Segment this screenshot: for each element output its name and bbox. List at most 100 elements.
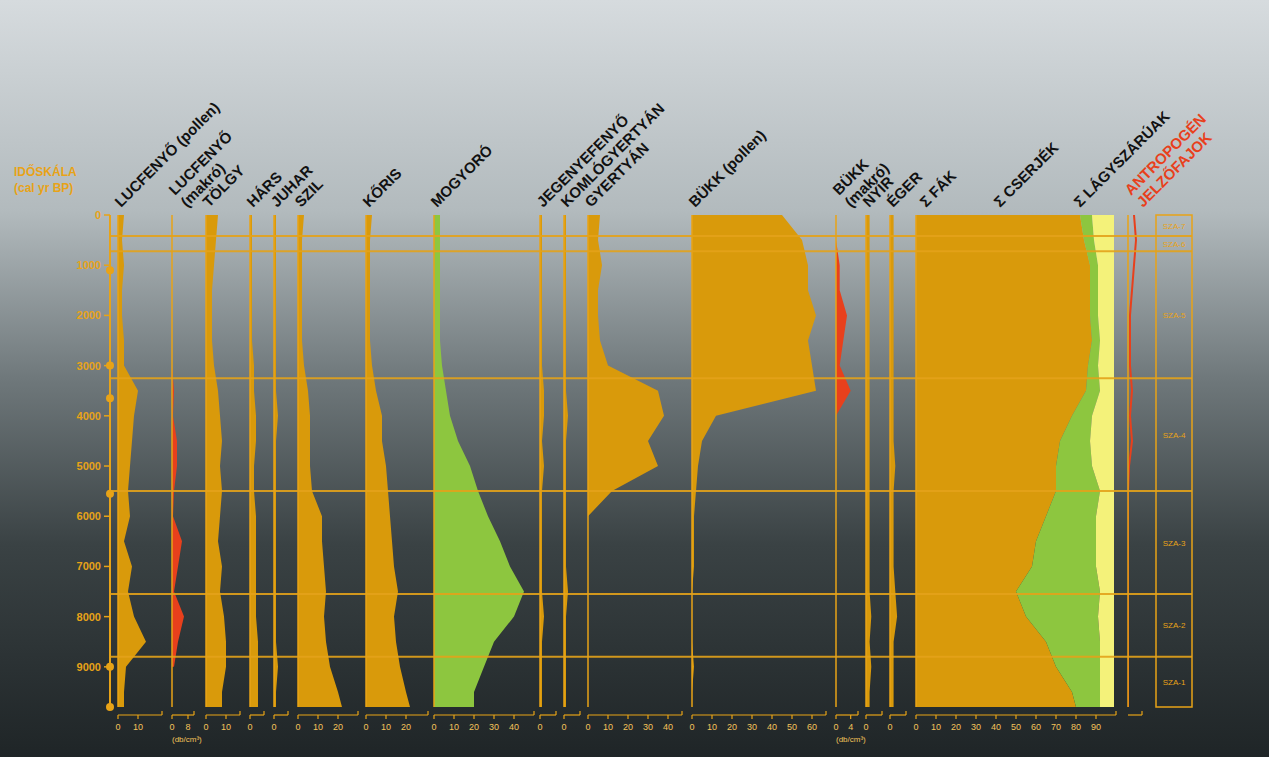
age-tick-label: 5000 [77,460,101,472]
value-tick [587,715,588,719]
panel-baseline [205,215,207,707]
panel-baseline [889,215,891,707]
age-tick [104,315,110,317]
value-axis-end [681,711,682,715]
series-title-line: JELZŐFAJOK [1133,128,1215,210]
series-title: LUCFENYŐ(makró) [165,128,248,211]
panel-baseline [117,215,119,707]
series-title-line: ÉGER [883,168,925,210]
panel-data [206,215,226,707]
value-axis-line [366,714,428,715]
background [0,0,1269,757]
panel-baseline [915,215,917,707]
value-tick-label: 40 [509,722,519,732]
value-tick [811,715,812,719]
zone-label: SZA-3 [1163,539,1186,548]
value-tick [1055,715,1056,719]
value-axis-end [881,711,882,715]
age-tick-label: 1000 [77,259,101,271]
value-tick-label: 0 [363,722,368,732]
value-tick-label: 0 [863,722,868,732]
age-tick-label: 3000 [77,360,101,372]
zone-boundary [110,235,1192,237]
age-tick [104,515,110,517]
panel-baseline [433,215,435,707]
value-axis-line [206,714,240,715]
value-tick [889,715,890,719]
value-tick-label: 0 [431,722,436,732]
value-tick [771,715,772,719]
value-axis-line [434,714,534,715]
value-axis-line [890,714,906,715]
age-tick-label: 9000 [77,661,101,673]
series-area [172,215,184,667]
age-tick-label: 0 [95,209,101,221]
value-tick-label: 50 [787,722,797,732]
zone-label: SZA-2 [1163,621,1186,630]
zone-boundary [110,377,1192,379]
value-tick-label: 30 [489,722,499,732]
panel: KŐRIS01020 [359,165,428,732]
value-tick [317,715,318,719]
panel: KOMLÓGYERTYÁN0 [557,100,667,732]
value-tick-label: 0 [247,722,252,732]
series-title-line: Σ FÁK [916,167,959,210]
zone-box [1156,215,1192,707]
value-tick-label: 20 [333,722,343,732]
value-axis-unit: (db/cm³) [836,735,866,744]
value-tick [995,715,996,719]
series-title-line: BÜKK (pollen) [685,126,769,210]
series-title: SZIL [291,175,326,210]
age-tick-label: 4000 [77,410,101,422]
panel-baseline [171,215,173,707]
value-tick [539,715,540,719]
value-axis-line [866,714,882,715]
value-tick-label: 10 [707,722,717,732]
age-tick [104,264,110,266]
value-tick [405,715,406,719]
value-tick [731,715,732,719]
value-tick [627,715,628,719]
value-tick-label: 40 [767,722,777,732]
value-tick-label: 20 [727,722,737,732]
panel-data [172,215,184,667]
value-tick [205,715,206,719]
value-tick [433,715,434,719]
panel: HÁRS0 [243,168,285,732]
value-axis-end [287,711,288,715]
value-tick-label: 4 [848,722,853,732]
panel: TÖLGY010 [199,162,248,732]
panel-baseline [273,215,275,707]
value-tick [915,715,916,719]
series-area [274,215,278,707]
series-title: BÜKK (pollen) [685,126,769,210]
value-tick-label: 0 [833,722,838,732]
value-axis-end [357,711,358,715]
date-dot [106,703,114,711]
zone-boundary [110,250,1192,252]
value-tick [117,715,118,719]
value-tick [513,715,514,719]
value-tick-label: 0 [913,722,918,732]
value-tick-label: 8 [185,722,190,732]
value-tick-label: 0 [295,722,300,732]
series-title-line: SZIL [291,175,326,210]
series-title: GYERTYÁN [581,139,652,210]
value-tick-label: 20 [469,722,479,732]
value-tick [647,715,648,719]
value-tick [297,715,298,719]
value-tick-label: 40 [663,722,673,732]
zone-label: SZA-1 [1163,678,1186,687]
value-axis-end [161,711,162,715]
series-area [366,215,410,707]
value-axis-end [825,711,826,715]
value-tick [187,715,188,719]
series-title-line: MOGYORÓ [427,141,496,210]
value-axis-line [836,714,858,715]
value-tick-label: 0 [115,722,120,732]
panel-data [692,215,816,707]
value-axis-line [274,714,288,715]
value-tick [225,715,226,719]
panel: LUCFENYŐ(makró)08(db/cm³) [165,128,248,744]
zone-label: SZA-7 [1163,222,1186,231]
